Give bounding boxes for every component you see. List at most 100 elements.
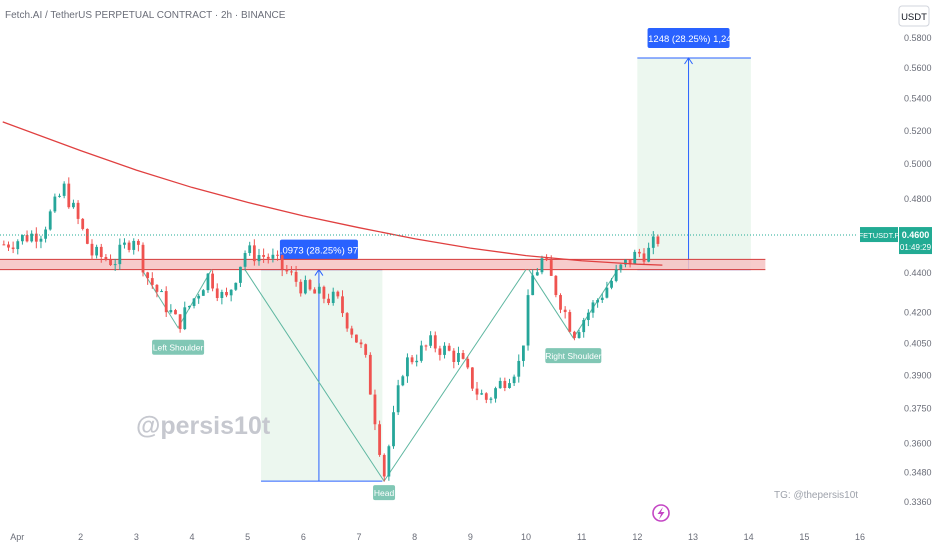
candle[interactable]	[480, 393, 484, 395]
candle[interactable]	[188, 305, 191, 308]
candle[interactable]	[44, 229, 47, 239]
measure-label-box[interactable]	[279, 239, 358, 260]
candle[interactable]	[373, 394, 377, 425]
candle[interactable]	[415, 360, 419, 363]
candle[interactable]	[433, 335, 437, 349]
candle[interactable]	[118, 244, 122, 265]
candle[interactable]	[39, 238, 43, 242]
candle[interactable]	[16, 241, 20, 250]
candle[interactable]	[303, 280, 307, 294]
candle[interactable]	[498, 380, 502, 389]
candle[interactable]	[197, 295, 201, 299]
candle[interactable]	[225, 291, 228, 296]
candle[interactable]	[545, 258, 548, 261]
candle[interactable]	[350, 328, 354, 335]
candle[interactable]	[21, 235, 24, 242]
candle[interactable]	[113, 264, 117, 266]
candle[interactable]	[341, 296, 344, 314]
candle[interactable]	[234, 282, 238, 290]
candle[interactable]	[610, 280, 613, 288]
currency-badge-box[interactable]	[898, 5, 930, 27]
candle[interactable]	[484, 393, 488, 400]
candle[interactable]	[201, 290, 205, 296]
candle[interactable]	[535, 272, 539, 276]
candle[interactable]	[280, 255, 284, 270]
measure-label-box[interactable]	[647, 28, 730, 49]
candle[interactable]	[85, 228, 89, 244]
candle[interactable]	[141, 244, 145, 273]
candle[interactable]	[123, 242, 126, 245]
candle[interactable]	[174, 310, 177, 315]
candle[interactable]	[470, 367, 474, 389]
candle[interactable]	[406, 357, 409, 377]
candle[interactable]	[271, 254, 275, 259]
candle[interactable]	[452, 350, 456, 362]
candle[interactable]	[146, 272, 150, 279]
candle[interactable]	[206, 273, 210, 291]
candle[interactable]	[624, 259, 627, 265]
candle[interactable]	[573, 331, 576, 339]
pattern-label-box[interactable]	[545, 348, 602, 364]
candle[interactable]	[220, 291, 224, 298]
candle[interactable]	[7, 244, 10, 248]
candle[interactable]	[586, 312, 590, 321]
candle[interactable]	[619, 264, 623, 270]
candle[interactable]	[577, 332, 581, 339]
candle[interactable]	[192, 298, 196, 306]
candle[interactable]	[368, 354, 372, 395]
candle[interactable]	[90, 243, 94, 256]
candle[interactable]	[540, 258, 544, 273]
candle[interactable]	[127, 242, 131, 250]
candle[interactable]	[438, 348, 442, 355]
candle[interactable]	[656, 236, 660, 244]
candle[interactable]	[183, 307, 187, 330]
candle[interactable]	[257, 255, 261, 262]
candle[interactable]	[522, 345, 525, 361]
candle[interactable]	[494, 388, 497, 399]
candle[interactable]	[243, 253, 247, 267]
candle[interactable]	[229, 289, 233, 296]
candle[interactable]	[392, 412, 395, 447]
candle[interactable]	[396, 385, 400, 413]
candle[interactable]	[554, 275, 558, 296]
candle[interactable]	[308, 280, 312, 290]
candle[interactable]	[563, 309, 567, 313]
candle[interactable]	[155, 284, 159, 292]
candle[interactable]	[508, 383, 511, 389]
candle[interactable]	[164, 291, 168, 313]
candle[interactable]	[461, 353, 465, 359]
candle[interactable]	[331, 291, 335, 304]
candle[interactable]	[591, 302, 595, 313]
candle[interactable]	[424, 345, 428, 347]
candle[interactable]	[150, 278, 154, 285]
candle[interactable]	[443, 345, 446, 355]
candle[interactable]	[136, 240, 140, 245]
symbol-tag-box[interactable]	[860, 227, 898, 243]
candle[interactable]	[503, 380, 507, 389]
candle[interactable]	[355, 334, 358, 343]
candle[interactable]	[290, 271, 293, 273]
candle[interactable]	[248, 245, 252, 254]
candle[interactable]	[99, 246, 103, 258]
candle[interactable]	[67, 183, 71, 208]
candle[interactable]	[276, 254, 279, 256]
candle[interactable]	[53, 196, 57, 212]
candle[interactable]	[211, 273, 214, 289]
candle[interactable]	[605, 287, 609, 298]
candle[interactable]	[559, 295, 562, 310]
candle[interactable]	[447, 345, 451, 351]
candle[interactable]	[647, 247, 651, 262]
candle[interactable]	[58, 195, 61, 197]
candle[interactable]	[294, 271, 298, 282]
candle[interactable]	[382, 454, 386, 477]
candle[interactable]	[34, 233, 38, 242]
candle[interactable]	[104, 257, 108, 260]
candle[interactable]	[419, 345, 423, 361]
candle[interactable]	[132, 240, 136, 250]
candle[interactable]	[266, 256, 270, 259]
candle[interactable]	[62, 183, 66, 196]
candle[interactable]	[359, 342, 363, 345]
candle[interactable]	[628, 259, 632, 265]
candle[interactable]	[178, 314, 182, 330]
candle[interactable]	[401, 376, 405, 386]
